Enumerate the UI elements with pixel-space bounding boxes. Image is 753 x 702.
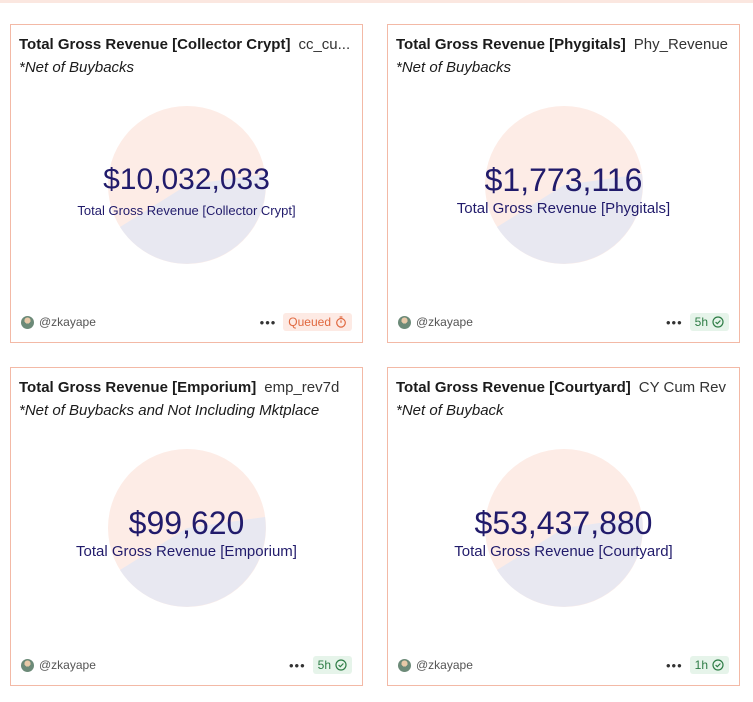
status-badge[interactable]: 1h [689,656,729,674]
query-name[interactable]: Phy_Revenue [633,36,729,53]
author[interactable]: @zkayape [21,313,96,331]
avatar [398,315,411,329]
author[interactable]: @zkayape [398,313,473,331]
card-title[interactable]: Total Gross Revenue [Phygitals] [396,36,626,53]
check-circle-icon [712,316,724,328]
card-header[interactable]: Total Gross Revenue [Collector Crypt] cc_… [19,36,352,54]
avatar [398,658,411,672]
counter-caption: Total Gross Revenue [Courtyard] [454,543,673,560]
top-divider [0,0,753,3]
status-badge[interactable]: 5h [312,656,352,674]
avatar [21,658,34,672]
card-subtitle: *Net of Buyback [396,402,504,419]
card-footer: @zkayape ••• 5h [21,656,352,674]
more-options-icon[interactable]: ••• [288,657,306,673]
status-text: 5h [317,658,331,672]
card-subtitle: *Net of Buybacks [19,59,135,76]
background-pie [107,449,266,607]
card-subtitle: *Net of Buybacks and Not Including Mktpl… [19,402,320,419]
author-name[interactable]: @zkayape [416,315,473,329]
query-name[interactable]: emp_rev7d [264,379,340,396]
counter-card-phygitals[interactable]: Total Gross Revenue [Phygitals] Phy_Reven… [387,24,740,343]
status-text: Queued [288,315,331,329]
counter-card-courtyard[interactable]: Total Gross Revenue [Courtyard] CY Cum Re… [387,367,740,686]
timer-icon [335,316,347,328]
query-name[interactable]: CY Cum Rev [638,379,727,396]
card-title[interactable]: Total Gross Revenue [Courtyard] [396,379,631,396]
status-text: 5h [694,315,708,329]
author-name[interactable]: @zkayape [39,315,96,329]
card-subtitle: *Net of Buybacks [396,59,512,76]
background-pie [484,449,643,607]
card-title[interactable]: Total Gross Revenue [Emporium] [19,379,257,396]
counter-card-collector-crypt[interactable]: Total Gross Revenue [Collector Crypt] cc_… [10,24,363,343]
counter-value: $99,620 [128,505,245,541]
card-title[interactable]: Total Gross Revenue [Collector Crypt] [19,36,291,53]
counter-card-emporium[interactable]: Total Gross Revenue [Emporium] emp_rev7d … [10,367,363,686]
author-name[interactable]: @zkayape [416,658,473,672]
check-circle-icon [335,659,347,671]
counter-caption: Total Gross Revenue [Collector Crypt] [77,203,296,218]
background-pie [484,106,643,264]
author-name[interactable]: @zkayape [39,658,96,672]
card-footer: @zkayape ••• Queued [21,313,352,331]
card-footer: @zkayape ••• 1h [398,656,729,674]
card-footer: @zkayape ••• 5h [398,313,729,331]
more-options-icon[interactable]: ••• [665,314,683,330]
counter-caption: Total Gross Revenue [Phygitals] [456,200,671,217]
author[interactable]: @zkayape [398,656,473,674]
avatar [21,315,34,329]
background-pie [107,106,266,264]
check-circle-icon [712,659,724,671]
more-options-icon[interactable]: ••• [665,657,683,673]
counter-value: $10,032,033 [103,163,270,196]
more-options-icon[interactable]: ••• [259,314,277,330]
status-badge[interactable]: 5h [689,313,729,331]
counter-caption: Total Gross Revenue [Emporium] [76,543,297,560]
card-header[interactable]: Total Gross Revenue [Emporium] emp_rev7d [19,379,352,397]
status-text: 1h [694,658,708,672]
card-header[interactable]: Total Gross Revenue [Phygitals] Phy_Reven… [396,36,729,54]
status-badge[interactable]: Queued [283,313,352,331]
counter-value: $1,773,116 [484,162,643,198]
card-header[interactable]: Total Gross Revenue [Courtyard] CY Cum Re… [396,379,729,397]
author[interactable]: @zkayape [21,656,96,674]
query-name[interactable]: cc_cu... [298,36,351,53]
counter-value: $53,437,880 [474,505,653,541]
